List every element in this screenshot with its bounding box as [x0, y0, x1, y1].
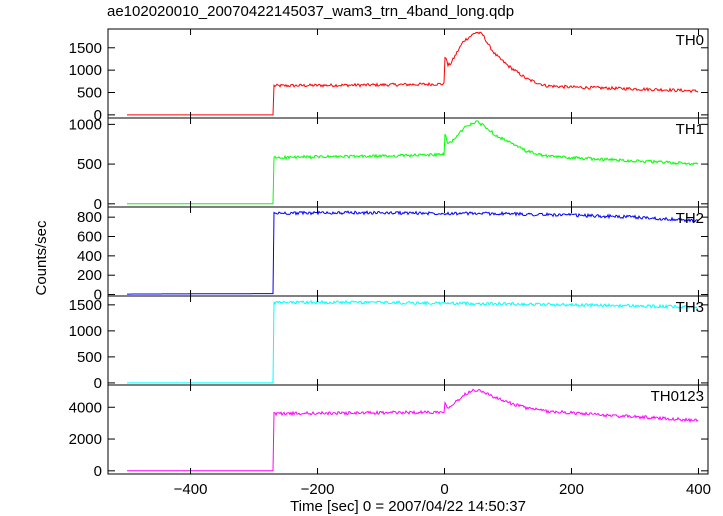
y-tick-label: 400 [77, 248, 102, 265]
y-tick-label: 0 [94, 375, 102, 392]
y-tick-label: 2000 [69, 431, 102, 448]
y-tick-label: 200 [77, 267, 102, 284]
panel-th3: 0 500 1000 1500 TH3 [69, 295, 709, 392]
panel-th0123: 0 2000 4000 TH0123 [69, 384, 709, 480]
y-tick-label: 0 [94, 196, 102, 213]
chart-title: ae102020010_20070422145037_wam3_trn_4ban… [107, 3, 515, 20]
panel-th2: 0 200 400 600 800 TH2 [77, 206, 709, 304]
panel-label: TH2 [676, 210, 704, 227]
y-tick-label: 1000 [69, 62, 102, 79]
panel-label: TH0 [676, 32, 704, 49]
panel-frame [107, 117, 709, 208]
x-axis-label: Time [sec] 0 = 2007/04/22 14:50:37 [290, 498, 526, 515]
y-tick-label: 0 [94, 287, 102, 304]
y-tick-label: 0 [94, 107, 102, 124]
panel-frame [107, 28, 709, 119]
y-tick-label: 1500 [69, 297, 102, 314]
y-tick-label: 500 [77, 85, 102, 102]
y-tick-label: 0 [94, 463, 102, 480]
series-line-th3 [127, 299, 699, 384]
y-tick-label: 600 [77, 229, 102, 246]
panel-frame [107, 206, 709, 297]
panel-label: TH3 [676, 299, 704, 316]
series-line-th2 [127, 210, 699, 295]
panel-label: TH1 [676, 121, 704, 138]
x-tick-label: −200 [301, 481, 335, 498]
y-tick-label: 1000 [69, 116, 102, 133]
y-tick-label: 800 [77, 209, 102, 226]
x-tick-label: 200 [559, 481, 584, 498]
y-tick-label: 500 [77, 156, 102, 173]
panel-label: TH0123 [651, 388, 704, 405]
panel-frame [107, 384, 709, 475]
series-line-th1 [127, 120, 699, 205]
y-axis-label: Counts/sec [33, 220, 50, 296]
panel-th1: 0 500 1000 TH1 [69, 116, 709, 213]
panel-frame [107, 295, 709, 386]
panel-th0: 0 500 1000 1500 TH0 [69, 28, 709, 124]
y-tick-label: 1500 [69, 40, 102, 57]
x-tick-label: −400 [174, 481, 208, 498]
x-tick-label: 0 [440, 481, 448, 498]
x-tick-label: 400 [686, 481, 711, 498]
series-line-th0 [127, 31, 699, 116]
y-tick-label: 500 [77, 349, 102, 366]
series-line-th0123 [127, 388, 699, 472]
y-tick-label: 1000 [69, 323, 102, 340]
y-tick-label: 4000 [69, 399, 102, 416]
